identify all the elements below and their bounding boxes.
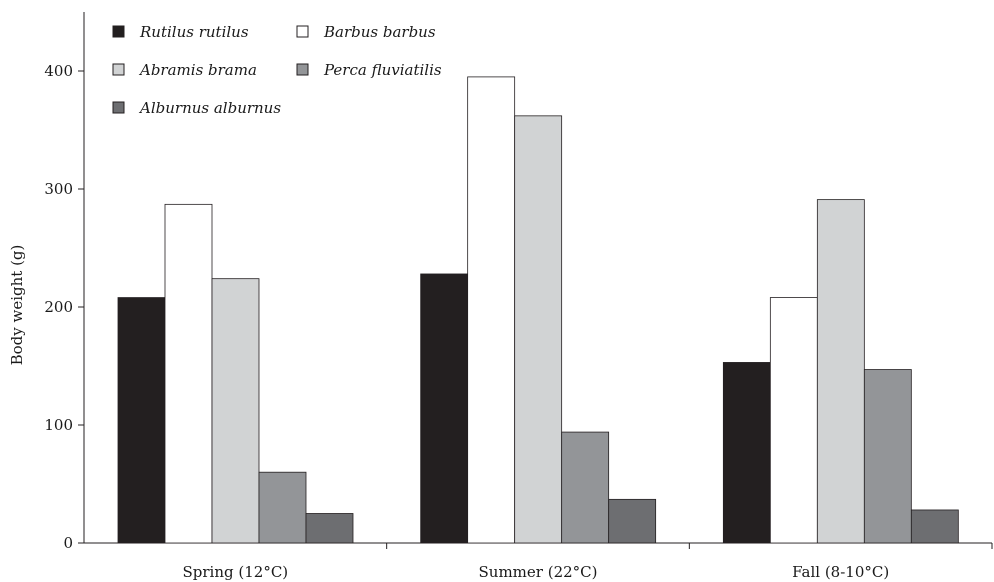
x-tick-label-fall-8-10-c: Fall (8-10°C)	[792, 563, 889, 581]
legend-swatch-barbus-barbus	[296, 25, 309, 38]
x-tick-label-summer-22-c: Summer (22°C)	[479, 563, 598, 581]
bar-barbus-barbus-summer-22-c	[467, 76, 516, 544]
x-ticks: Spring (12°C) Summer (22°C) Fall (8-10°C)	[183, 543, 993, 581]
axes: 0 100 200 300 400 Spring (12°C) Summer (22°C)…	[44, 12, 993, 581]
legend-label-barbus-barbus: Barbus barbus	[323, 23, 436, 41]
bars	[117, 76, 959, 544]
x-tick-label-spring-12-c: Spring (12°C)	[183, 563, 289, 581]
legend: Rutilus rutilus Barbus barbus Abramis bram…	[112, 23, 442, 117]
y-ticks: 0 100 200 300 400	[44, 62, 84, 552]
bar-alburnus-alburnus-spring-12-c	[305, 513, 354, 544]
legend-label-rutilus-rutilus: Rutilus rutilus	[139, 23, 249, 41]
legend-swatch-abramis-brama	[112, 63, 125, 76]
bar-rutilus-rutilus-spring-12-c	[117, 297, 166, 544]
bar-barbus-barbus-fall-8-10-c	[769, 297, 818, 544]
y-tick-label-400: 400	[44, 62, 73, 80]
bar-perca-fluviatilis-spring-12-c	[258, 471, 307, 544]
legend-label-abramis-brama: Abramis brama	[138, 61, 257, 79]
y-tick-label-100: 100	[44, 416, 73, 434]
bar-abramis-brama-spring-12-c	[211, 278, 260, 544]
legend-label-alburnus-alburnus: Alburnus alburnus	[138, 99, 281, 117]
bar-rutilus-rutilus-summer-22-c	[420, 273, 469, 544]
bar-perca-fluviatilis-fall-8-10-c	[863, 369, 912, 544]
bar-abramis-brama-summer-22-c	[514, 115, 563, 544]
y-tick-label-0: 0	[63, 534, 73, 552]
legend-swatch-perca-fluviatilis	[296, 63, 309, 76]
y-tick-label-300: 300	[44, 180, 73, 198]
legend-label-perca-fluviatilis: Perca fluviatilis	[323, 61, 442, 79]
legend-swatch-alburnus-alburnus	[112, 101, 125, 114]
y-axis-title: Body weight (g)	[8, 245, 26, 366]
bar-perca-fluviatilis-summer-22-c	[561, 431, 610, 544]
bar-barbus-barbus-spring-12-c	[164, 203, 213, 544]
bar-alburnus-alburnus-summer-22-c	[608, 498, 657, 544]
bar-rutilus-rutilus-fall-8-10-c	[722, 362, 771, 544]
bar-abramis-brama-fall-8-10-c	[816, 199, 865, 544]
y-tick-label-200: 200	[44, 298, 73, 316]
legend-swatch-rutilus-rutilus	[112, 25, 125, 38]
bar-alburnus-alburnus-fall-8-10-c	[910, 509, 959, 544]
